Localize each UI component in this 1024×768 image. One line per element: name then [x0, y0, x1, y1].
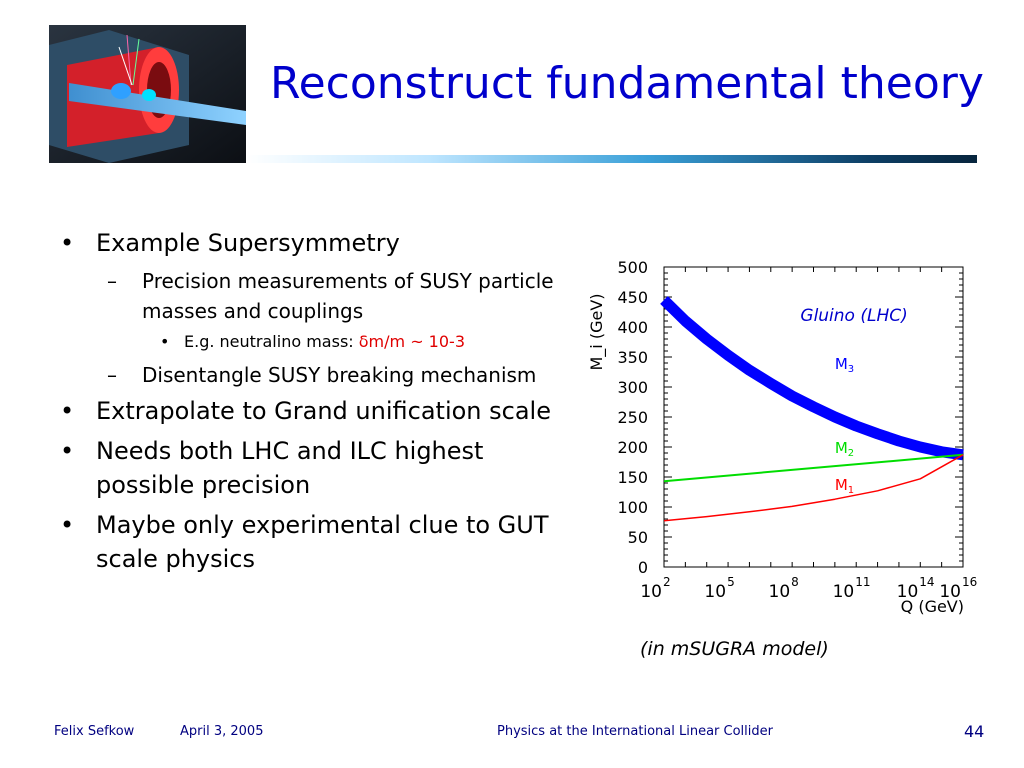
x-tick-label: 10 — [939, 582, 961, 602]
x-tick-exponent: 2 — [663, 575, 671, 589]
y-tick-label: 150 — [617, 468, 648, 487]
y-axis-label: M_i (GeV) — [587, 293, 607, 370]
bullet-item: • Needs both LHC and ILC highest possibl… — [56, 434, 556, 502]
footer-date: April 3, 2005 — [180, 724, 264, 739]
bullet-marker: • — [60, 397, 75, 425]
series-line-m1 — [663, 454, 964, 522]
bullet-item: • E.g. neutralino mass: δm/m ~ 10-3 — [56, 330, 556, 354]
bullet-marker: – — [107, 269, 117, 293]
series-label-m2: M2 — [835, 439, 854, 459]
detector-logo — [49, 25, 246, 163]
y-tick-label: 300 — [617, 378, 648, 397]
bullet-marker: • — [60, 437, 75, 465]
bullet-item: – Disentangle SUSY breaking mechanism — [56, 360, 556, 390]
x-tick-exponent: 14 — [919, 575, 934, 589]
bullet-text: Needs both LHC and ILC highest possible … — [96, 437, 484, 499]
x-tick-exponent: 5 — [727, 575, 735, 589]
x-tick-label: 10 — [833, 582, 855, 602]
slide-title: Reconstruct fundamental theory — [270, 58, 984, 109]
bullet-item: • Example Supersymmetry — [56, 226, 556, 260]
bullet-item: – Precision measurements of SUSY particl… — [56, 266, 556, 326]
bullet-item: • Maybe only experimental clue to GUT sc… — [56, 508, 556, 576]
x-tick-label: 10 — [704, 582, 726, 602]
y-tick-label: 350 — [617, 348, 648, 367]
gluino-annotation: Gluino (LHC) — [800, 306, 907, 326]
x-tick-label: 10 — [769, 582, 791, 602]
precision-highlight: δm/m ~ 10-3 — [358, 332, 465, 351]
bullet-text: Extrapolate to Grand unification scale — [96, 397, 551, 425]
bullet-text: Precision measurements of SUSY particle … — [142, 269, 554, 323]
bullet-text: Example Supersymmetry — [96, 229, 400, 257]
series-line-m3 — [660, 296, 964, 461]
x-tick-label: 10 — [897, 582, 919, 602]
x-axis-label: Q (GeV) — [901, 597, 964, 616]
y-tick-label: 450 — [617, 288, 648, 307]
x-tick-label: 10 — [640, 582, 662, 602]
bullet-text: E.g. neutralino mass: — [184, 332, 359, 351]
footer-event: Physics at the International Linear Coll… — [497, 724, 773, 739]
y-tick-label: 0 — [638, 558, 648, 577]
bullet-marker: • — [60, 511, 75, 539]
bullet-marker: – — [107, 363, 117, 387]
bullet-item: • Extrapolate to Grand unification scale — [56, 394, 556, 428]
bullet-marker: • — [160, 332, 170, 351]
footer-author: Felix Sefkow — [54, 724, 135, 739]
series-line-m2 — [663, 453, 964, 483]
x-tick-exponent: 8 — [791, 575, 799, 589]
x-tick-exponent: 11 — [855, 575, 870, 589]
title-divider — [246, 155, 977, 163]
bullet-text: Disentangle SUSY breaking mechanism — [142, 363, 537, 387]
plot-frame — [663, 266, 964, 568]
x-tick-exponent: 16 — [962, 575, 977, 589]
y-tick-label: 250 — [617, 408, 648, 427]
bullet-list: • Example Supersymmetry – Precision meas… — [56, 226, 556, 582]
bullet-text: Maybe only experimental clue to GUT scal… — [96, 511, 549, 573]
model-note: (in mSUGRA model) — [640, 638, 829, 660]
series-label-m3: M3 — [835, 355, 854, 375]
y-tick-label: 400 — [617, 318, 648, 337]
y-tick-label: 50 — [628, 528, 648, 547]
y-tick-label: 500 — [617, 258, 648, 277]
y-tick-label: 200 — [617, 438, 648, 457]
page-number: 44 — [964, 722, 985, 741]
series-label-m1: M1 — [835, 476, 854, 496]
bullet-marker: • — [60, 229, 75, 257]
y-tick-label: 100 — [617, 498, 648, 517]
